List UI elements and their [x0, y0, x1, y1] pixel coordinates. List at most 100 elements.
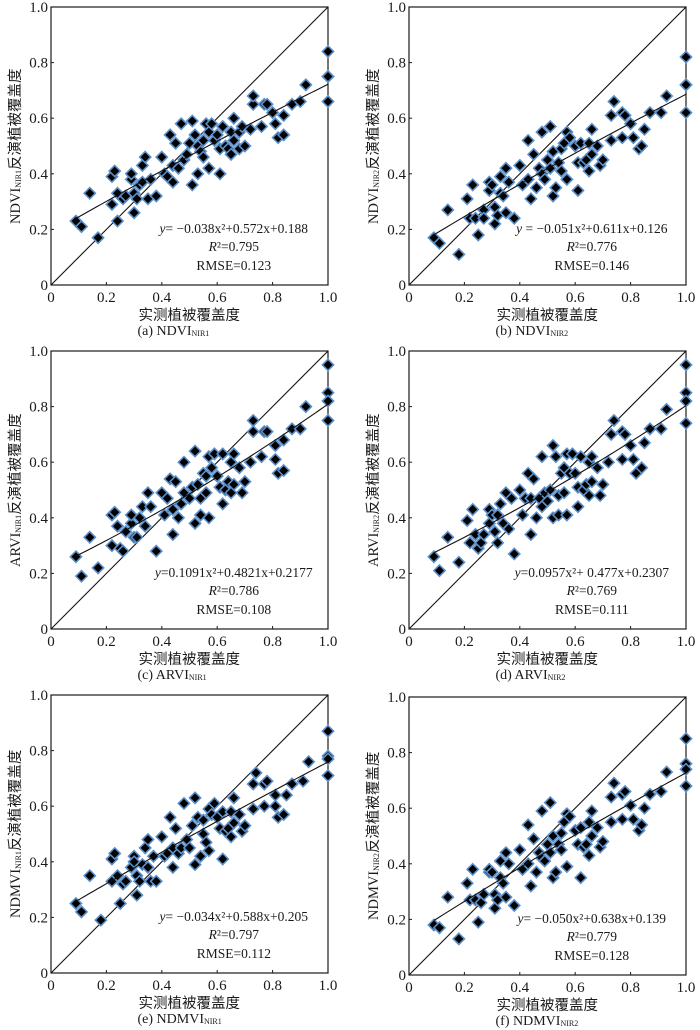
data-point	[257, 799, 272, 813]
caption-subscript: NIR2	[547, 673, 566, 682]
y-axis-label: NDMVINIR2反演植被覆盖度	[362, 752, 383, 920]
data-point	[490, 536, 505, 550]
caption-subscript: NIR1	[191, 329, 210, 338]
plot-svg: 0 0.2 0.4 0.6 0.8 1.0 0 0.2 0.4 0.6 0.8 1.0 y= −0.03…	[29, 688, 337, 994]
data-point	[618, 784, 632, 799]
y-tick-label: 0	[41, 278, 49, 294]
y-tick-label: 0	[399, 968, 407, 984]
data-point	[124, 167, 139, 181]
data-point	[554, 843, 569, 857]
y-label-text: 反演植被覆盖度	[8, 413, 24, 515]
data-point	[615, 452, 630, 467]
data-point	[202, 161, 216, 175]
data-point	[107, 846, 122, 861]
y-tick-label: 0.4	[387, 857, 406, 873]
data-point	[582, 848, 596, 863]
data-point	[141, 860, 155, 875]
y-label-subscript: NIR2	[372, 853, 381, 871]
data-point	[182, 841, 197, 855]
data-point	[560, 172, 574, 187]
plot-frame	[50, 694, 329, 974]
data-point	[634, 818, 649, 832]
data-point	[590, 820, 605, 835]
data-point	[321, 413, 335, 428]
data-point	[321, 752, 335, 766]
fit-equation: y= −0.038x²+0.572x+0.188	[158, 221, 309, 236]
data-point	[526, 147, 541, 162]
data-point	[163, 128, 177, 142]
equation-rhs: = −0.034x²+0.588x+0.205	[166, 909, 309, 924]
data-point	[149, 544, 163, 558]
scatter-points	[69, 44, 335, 245]
scatter-points	[69, 358, 335, 583]
data-point	[179, 147, 194, 162]
data-point	[166, 527, 180, 542]
fit-curve	[75, 761, 329, 902]
data-point	[507, 547, 521, 561]
y-tick-label: 0.4	[29, 511, 48, 527]
data-point	[590, 461, 605, 475]
data-point	[637, 436, 652, 450]
data-point	[105, 197, 119, 212]
data-point	[196, 813, 211, 827]
equation-lhs: y	[153, 565, 161, 580]
data-point	[549, 180, 563, 195]
data-point	[427, 549, 441, 564]
x-tick-label: 0	[405, 634, 413, 650]
data-point	[432, 563, 447, 578]
data-point	[207, 796, 222, 811]
y-axis-label: NDVINIR1反演植被覆盖度	[4, 68, 25, 224]
data-point	[460, 192, 474, 206]
data-point	[276, 463, 291, 478]
scatter-panel-a: 0 0.2 0.4 0.6 0.8 1.0 0 0.2 0.4 0.6 0.8 1.0 y= −0.03…	[0, 0, 350, 340]
data-point	[113, 896, 127, 911]
data-point	[526, 832, 541, 846]
y-tick-label: 0.4	[29, 167, 48, 183]
y-tick-label: 0.6	[29, 111, 48, 127]
data-point	[227, 133, 241, 148]
equation-lhs: y	[516, 911, 524, 926]
data-point	[626, 812, 641, 827]
r-squared-label: R	[208, 927, 218, 942]
y-tick-label: 0.6	[29, 455, 48, 471]
data-point	[601, 455, 616, 469]
data-point	[524, 192, 538, 206]
data-point	[254, 119, 269, 134]
data-point	[574, 449, 588, 464]
data-point	[166, 502, 180, 517]
data-point	[224, 147, 238, 162]
data-point	[654, 784, 668, 799]
data-point	[210, 128, 224, 142]
data-point	[585, 147, 599, 162]
data-point	[679, 731, 693, 746]
data-point	[554, 164, 569, 178]
data-point	[188, 444, 202, 458]
fit-curve	[433, 772, 687, 921]
y-label-subscript: NIR2	[372, 169, 381, 188]
data-point	[124, 516, 139, 531]
y-tick-label: 1.0	[29, 688, 48, 704]
data-point	[285, 777, 299, 791]
equation-rhs: =0.1091x²+0.4821x+0.2177	[161, 565, 313, 580]
data-point	[441, 203, 455, 217]
fit-equation: y= −0.034x²+0.588x+0.205	[158, 909, 309, 924]
data-point	[596, 834, 610, 849]
data-point	[268, 452, 283, 467]
data-point	[501, 175, 516, 189]
data-point	[471, 915, 485, 929]
r-squared-value: ²=0.769	[575, 583, 617, 598]
y-label-subscript: NIR1	[14, 851, 23, 869]
data-point	[535, 804, 549, 818]
x-tick-label: 0.8	[621, 980, 640, 996]
x-axis-label: 实测植被覆盖度	[496, 652, 599, 668]
x-tick-label: 0.8	[621, 290, 640, 306]
scatter-points	[427, 50, 693, 262]
data-point	[571, 183, 585, 198]
data-point	[590, 139, 605, 153]
plot-svg: 0 0.2 0.4 0.6 0.8 1.0 0 0.2 0.4 0.6 0.8 1.0 y= −0.03…	[29, 0, 337, 306]
data-point	[177, 796, 191, 811]
data-point	[321, 69, 335, 84]
data-point	[585, 804, 599, 818]
data-point	[499, 845, 513, 860]
x-axis-label: 实测植被覆盖度	[138, 652, 241, 668]
